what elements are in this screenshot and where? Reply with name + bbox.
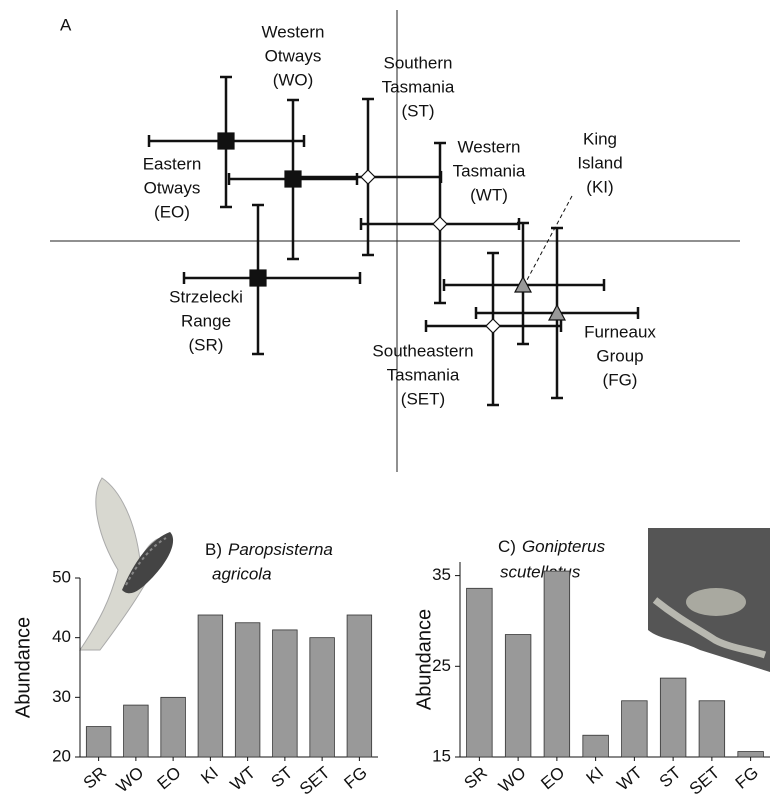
x-tick-label: WO xyxy=(495,763,530,796)
point-label: (WO) xyxy=(273,70,314,89)
point-label: Group xyxy=(596,346,643,365)
photo-larva-leaf xyxy=(80,478,173,650)
photo-weevil-leaf xyxy=(648,528,770,672)
point xyxy=(486,319,500,333)
label-leader xyxy=(527,196,572,280)
x-tick-label: WT xyxy=(227,763,259,795)
bar xyxy=(467,588,493,757)
bar xyxy=(161,697,186,757)
x-tick-label: SET xyxy=(296,763,334,799)
bar xyxy=(660,678,686,757)
bar xyxy=(544,571,570,757)
x-tick-label: EO xyxy=(154,763,185,793)
panel-label: C) xyxy=(498,537,516,556)
point-label: (SET) xyxy=(401,389,445,408)
title-line: Gonipterus xyxy=(522,537,606,556)
point-label: (EO) xyxy=(154,202,190,221)
x-tick-label: WT xyxy=(613,763,645,795)
point xyxy=(250,270,266,286)
point-label: King xyxy=(583,129,617,148)
bar xyxy=(505,635,531,757)
y-tick-label: 35 xyxy=(432,565,451,584)
bar xyxy=(622,701,648,757)
title-line: Paropsisterna xyxy=(228,540,333,559)
y-tick-label: 15 xyxy=(432,746,451,765)
point-label: Otways xyxy=(265,46,322,65)
bar xyxy=(86,727,111,757)
y-tick-label: 30 xyxy=(52,687,71,706)
point-label: Southern xyxy=(384,53,453,72)
x-tick-label: SET xyxy=(686,763,724,799)
bar xyxy=(273,630,298,757)
point-label: Western xyxy=(458,137,521,156)
point-label: Tasmania xyxy=(382,77,455,96)
y-tick-label: 50 xyxy=(52,567,71,586)
x-tick-label: ST xyxy=(656,763,685,792)
point xyxy=(218,133,234,149)
bar xyxy=(310,638,335,757)
error-bars xyxy=(184,205,360,354)
x-tick-label: SR xyxy=(461,763,491,793)
bar xyxy=(235,623,260,757)
point-label: Eastern xyxy=(143,154,202,173)
point-label: (ST) xyxy=(401,101,434,120)
panel-title: B) Paropsisterna xyxy=(205,540,333,559)
x-tick-label: SR xyxy=(80,763,110,793)
x-tick-label: ST xyxy=(267,763,296,792)
x-tick-label: KI xyxy=(583,763,608,788)
y-tick-label: 25 xyxy=(432,656,451,675)
panel-label: A xyxy=(60,15,72,34)
point xyxy=(361,170,375,184)
point-label: Southeastern xyxy=(372,341,473,360)
point-label: Tasmania xyxy=(387,365,460,384)
point-label: (KI) xyxy=(586,177,613,196)
figure: A Eastern Otways (EO) Western Otways (WO) Strze… xyxy=(0,0,770,800)
point-label: Otways xyxy=(144,178,201,197)
y-tick-label: 20 xyxy=(52,746,71,765)
bar xyxy=(124,705,149,757)
point-label: (FG) xyxy=(603,370,638,389)
point-label: Furneaux xyxy=(584,322,656,341)
point-label: Strzelecki xyxy=(169,287,243,306)
point-label: Tasmania xyxy=(453,161,526,180)
point xyxy=(285,171,301,187)
x-tick-label: WO xyxy=(113,763,148,796)
bar xyxy=(198,615,223,757)
point-label: Range xyxy=(181,311,231,330)
point-label: (SR) xyxy=(189,335,224,354)
y-axis-label: Abundance xyxy=(12,617,34,718)
point-label: Western xyxy=(262,22,325,41)
x-tick-label: EO xyxy=(537,763,568,793)
x-tick-label: FG xyxy=(341,763,371,793)
y-tick-label: 40 xyxy=(52,627,71,646)
point-label: (WT) xyxy=(470,185,508,204)
bar xyxy=(699,701,725,757)
x-tick-label: FG xyxy=(732,763,762,793)
title-line: agricola xyxy=(212,564,272,583)
panel-label: B) xyxy=(205,540,222,559)
point-label: Island xyxy=(577,153,622,172)
bar xyxy=(347,615,372,757)
point xyxy=(433,217,447,231)
panel-title: C) Gonipterus xyxy=(498,537,606,556)
x-tick-label: KI xyxy=(197,763,222,788)
bar xyxy=(738,752,764,757)
bar xyxy=(583,735,609,757)
